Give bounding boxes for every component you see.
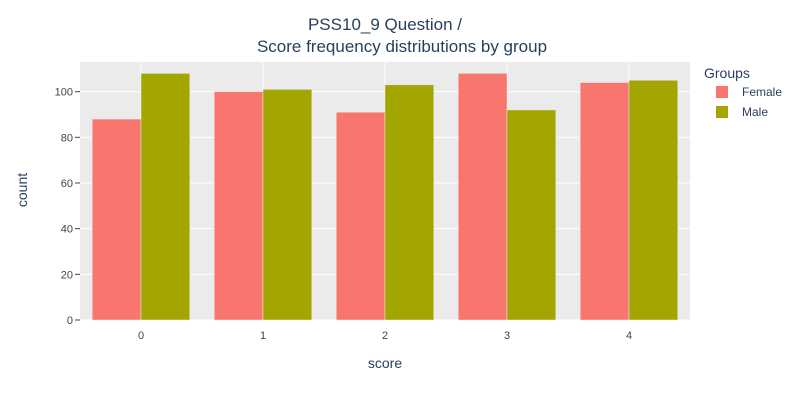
legend-swatch-female: [716, 86, 728, 98]
chart-title: PSS10_9 Question /: [308, 15, 462, 34]
x-tick-label: 2: [382, 330, 388, 342]
y-tick-label: 20: [61, 269, 73, 281]
x-tick-label: 0: [138, 330, 144, 342]
bar-male-score-3: [506, 109, 557, 321]
y-tick-label: 60: [61, 178, 73, 190]
legend-label-male: Male: [742, 105, 768, 119]
x-tick-label: 1: [260, 330, 266, 342]
bar-male-score-2: [384, 84, 435, 321]
y-tick-label: 0: [67, 315, 73, 327]
y-axis-title: count: [14, 173, 30, 207]
bar-female-score-1: [213, 91, 264, 321]
x-tick-label: 4: [626, 330, 632, 342]
bar-male-score-4: [628, 80, 679, 321]
bar-female-score-3: [457, 73, 508, 321]
legend: Groups Female Male: [704, 65, 782, 119]
y-axis: 0 20 40 60 80 100: [55, 87, 80, 327]
bars: [91, 73, 679, 321]
legend-swatch-male: [716, 106, 728, 118]
bar-female-score-2: [335, 111, 386, 321]
x-axis-title: score: [368, 355, 402, 371]
chart-subtitle: Score frequency distributions by group: [257, 37, 547, 56]
y-tick-label: 100: [55, 87, 73, 99]
bar-male-score-1: [262, 89, 313, 321]
bar-female-score-0: [91, 118, 142, 321]
y-tick-label: 80: [61, 132, 73, 144]
bar-male-score-0: [140, 73, 191, 321]
bar-female-score-4: [579, 82, 630, 321]
y-tick-label: 40: [61, 224, 73, 236]
legend-label-female: Female: [742, 85, 782, 99]
legend-title: Groups: [704, 65, 750, 81]
x-tick-label: 3: [504, 330, 510, 342]
x-axis: 0 1 2 3 4: [138, 330, 632, 342]
